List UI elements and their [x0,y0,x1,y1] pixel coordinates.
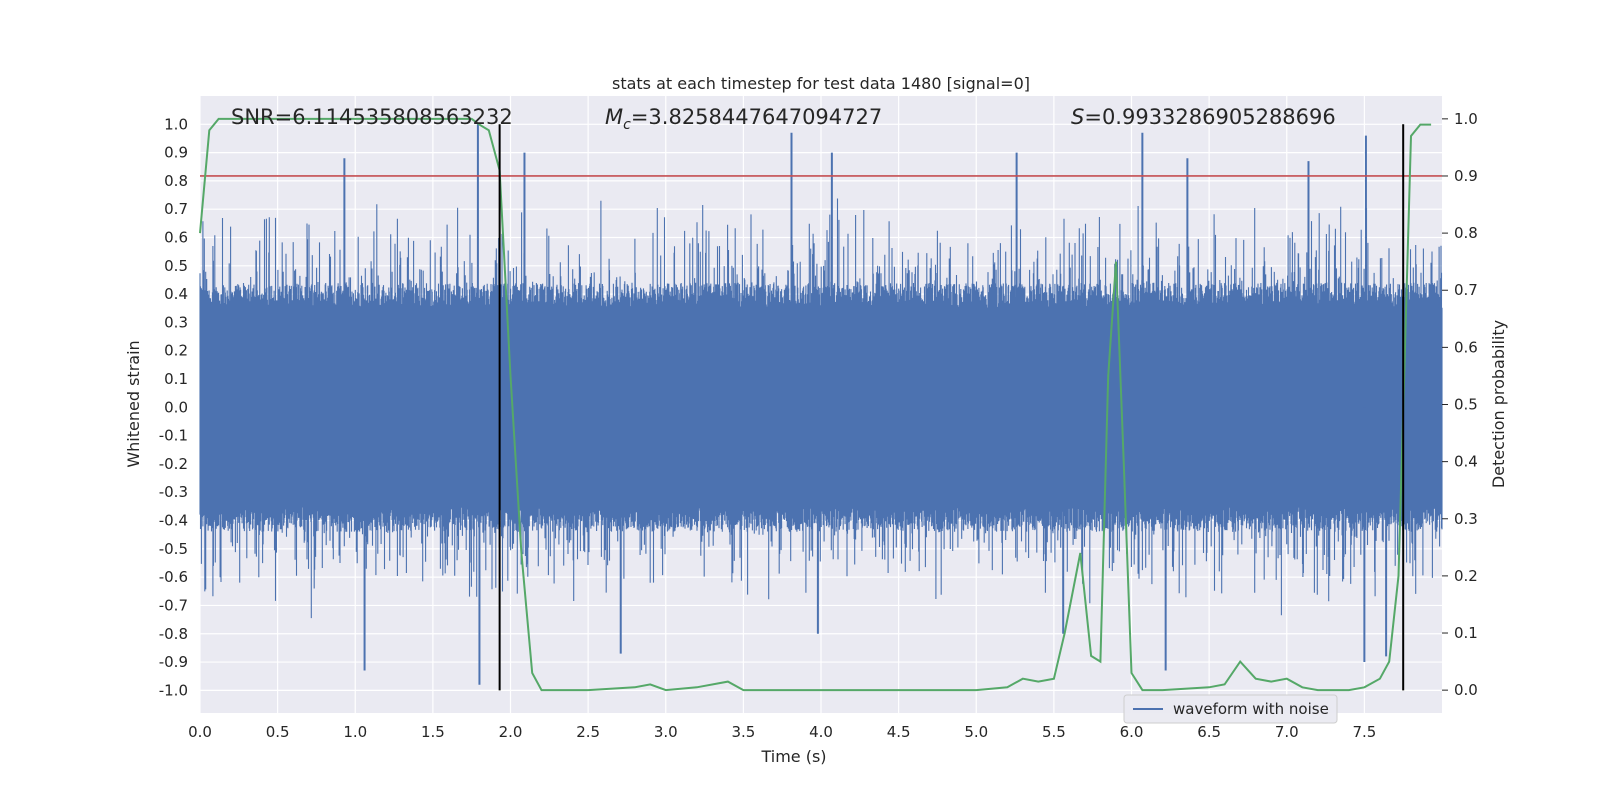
x-axis-label: Time (s) [760,747,826,766]
chirp-mass-subscript: c [623,117,631,133]
x-tick-label: 4.0 [809,723,833,741]
y-left-tick-label: -0.4 [159,512,188,530]
chirp-mass-value: =3.8258447647094727 [631,105,882,129]
y-right-tick-label: 0.1 [1454,624,1478,642]
y-left-tick-label: -0.5 [159,540,188,558]
y-right-tick-label: 0.7 [1454,281,1478,299]
chart-title: stats at each timestep for test data 148… [612,74,1030,93]
tick-layer: 0.0 0.5 1.0 1.5 2.0 2.5 3.0 3.5 4.0 4.5 5.0 5.5 6.0 6… [159,110,1478,741]
snr-annotation: SNR=6.114535808563232 [231,105,513,129]
x-tick-label: 3.5 [731,723,755,741]
x-tick-label: 4.5 [887,723,911,741]
s-value: =0.9933286905288696 [1084,105,1335,129]
y-left-tick-label: 0.1 [164,370,188,388]
y-left-tick-label: 0.3 [164,313,188,331]
y-right-tick-label: 0.3 [1454,510,1478,528]
y-axis-label-left: Whitened strain [124,340,143,467]
y-right-tick-label: 0.4 [1454,453,1478,471]
x-tick-label: 6.0 [1120,723,1144,741]
y-right-tick-label: 0.6 [1454,338,1478,356]
x-tick-label: 2.0 [499,723,523,741]
y-left-tick-label: -0.3 [159,483,188,501]
s-annotation: S=0.9933286905288696 [1071,105,1336,129]
y-right-tick-label: 0.0 [1454,681,1478,699]
x-tick-label: 5.0 [964,723,988,741]
chirp-mass-symbol: M [605,105,623,129]
marker-layer [498,124,1405,691]
y-left-tick-label: -0.8 [159,625,188,643]
y-right-tick-label: 0.9 [1454,167,1478,185]
y-right-tick-label: 0.2 [1454,567,1478,585]
y-right-tick-label: 0.8 [1454,224,1478,242]
y-axis-label-right: Detection probability [1489,320,1508,488]
y-left-tick-label: -0.2 [159,455,188,473]
probability-layer [199,117,1432,692]
y-left-tick-label: 0.2 [164,342,188,360]
y-left-tick-label: -1.0 [159,681,188,699]
x-tick-label: 7.5 [1352,723,1376,741]
x-tick-label: 7.0 [1275,723,1299,741]
chirp-mass-annotation: Mc=3.8258447647094727 [605,105,882,133]
y-left-tick-label: -0.9 [159,653,188,671]
y-left-tick-label: 1.0 [164,115,188,133]
y-left-tick-label: -0.1 [159,427,188,445]
y-left-tick-label: 0.4 [164,285,188,303]
x-tick-label: 1.5 [421,723,445,741]
y-left-tick-label: 0.0 [164,398,188,416]
y-left-tick-label: -0.7 [159,596,188,614]
y-right-tick-label: 1.0 [1454,110,1478,128]
x-tick-label: 2.5 [576,723,600,741]
y-left-tick-label: 0.5 [164,257,188,275]
x-tick-label: 5.5 [1042,723,1066,741]
legend: waveform with noise [1123,694,1338,724]
x-tick-label: 1.0 [343,723,367,741]
y-left-tick-label: -0.6 [159,568,188,586]
y-left-tick-label: 0.9 [164,144,188,162]
y-left-tick-label: 0.8 [164,172,188,190]
y-right-tick-label: 0.5 [1454,396,1478,414]
x-tick-label: 6.5 [1197,723,1221,741]
s-symbol: S [1071,105,1084,129]
x-tick-label: 3.0 [654,723,678,741]
legend-box [1123,694,1338,724]
x-tick-label: 0.5 [266,723,290,741]
y-left-tick-label: 0.6 [164,229,188,247]
legend-label: waveform with noise [1173,700,1329,718]
x-tick-label: 0.0 [188,723,212,741]
y-left-tick-label: 0.7 [164,200,188,218]
waveform-layer [199,124,1443,685]
detection-probability-line [199,117,1432,692]
